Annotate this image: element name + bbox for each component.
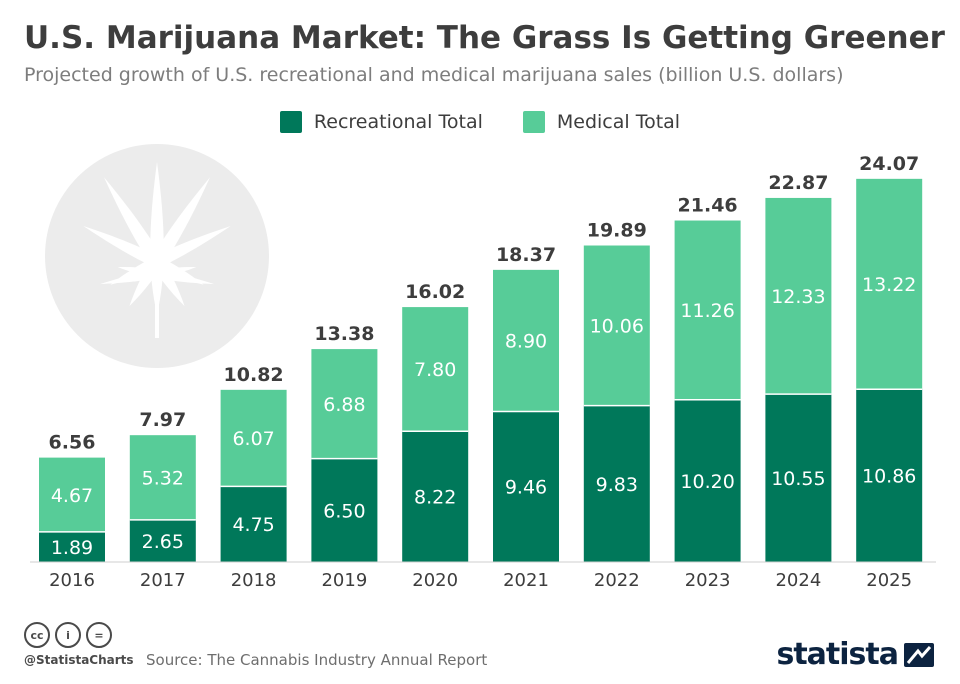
- bar-recreational-2020: [402, 431, 469, 562]
- total-label-2016: 6.56: [49, 432, 96, 454]
- legend-swatch-recreational: [279, 111, 302, 133]
- chart-title: U.S. Marijuana Market: The Grass Is Gett…: [24, 20, 945, 56]
- total-label-2024: 22.87: [768, 172, 828, 194]
- bar-recreational-2024: [765, 394, 832, 562]
- data-label-medical-2024: 12.33: [771, 286, 825, 308]
- legend-label-recreational: Recreational Total: [313, 111, 483, 133]
- data-label-recreational-2019: 6.50: [323, 500, 365, 522]
- legend-label-medical: Medical Total: [556, 111, 681, 133]
- total-label-2025: 24.07: [859, 153, 919, 175]
- bar-recreational-2025: [856, 389, 923, 562]
- x-tick-label-2022: 2022: [594, 570, 640, 591]
- data-label-medical-2022: 10.06: [590, 316, 644, 338]
- total-label-2018: 10.82: [224, 364, 284, 386]
- x-tick-label-2020: 2020: [412, 570, 458, 591]
- data-label-medical-2016: 4.67: [51, 485, 93, 507]
- legend-item-recreational: Recreational Total: [279, 111, 483, 133]
- bar-medical-2018: [220, 389, 287, 487]
- total-label-2023: 21.46: [678, 195, 738, 217]
- data-label-medical-2017: 5.32: [142, 468, 184, 490]
- bar-medical-2022: [583, 245, 650, 406]
- statista-logo: statista: [776, 637, 934, 672]
- chart-subtitle: Projected growth of U.S. recreational an…: [24, 64, 844, 86]
- statista-mark-icon: [904, 642, 934, 667]
- data-label-recreational-2025: 10.86: [862, 466, 916, 488]
- bars-layer: 1.89 4.67 6.56 2016 2.65 5.32 7.97 2017 4.75 6.07…: [39, 153, 923, 591]
- data-label-recreational-2020: 8.22: [414, 487, 456, 509]
- bar-recreational-2017: [129, 519, 196, 562]
- x-tick-label-2021: 2021: [503, 570, 549, 591]
- x-tick-label-2016: 2016: [49, 570, 95, 591]
- data-label-recreational-2022: 9.83: [596, 474, 638, 496]
- by-icon: i: [55, 622, 81, 648]
- data-label-medical-2023: 11.26: [680, 300, 734, 322]
- bar-medical-2021: [493, 269, 559, 412]
- twitter-handle: @StatistaCharts: [24, 653, 134, 667]
- x-tick-label-2024: 2024: [775, 570, 821, 591]
- bar-recreational-2021: [493, 411, 559, 562]
- bar-medical-2025: [856, 178, 923, 390]
- bar-recreational-2019: [311, 458, 378, 562]
- x-tick-label-2017: 2017: [140, 570, 186, 591]
- nd-icon: =: [86, 622, 112, 648]
- x-tick-label-2019: 2019: [321, 570, 367, 591]
- data-label-recreational-2018: 4.75: [232, 514, 274, 536]
- license-icons: cc i =: [24, 622, 112, 648]
- brand-text: statista: [776, 637, 899, 672]
- bar-medical-2019: [311, 349, 378, 459]
- bar-recreational-2016: [39, 531, 105, 562]
- stacked-bar-chart: 1.89 4.67 6.56 2016 2.65 5.32 7.97 2017 4.75 6.07…: [30, 144, 936, 591]
- bar-medical-2024: [765, 197, 832, 395]
- legend-swatch-medical: [522, 111, 545, 133]
- bar-recreational-2023: [674, 399, 741, 562]
- bar-medical-2020: [402, 307, 469, 432]
- bar-recreational-2018: [220, 486, 287, 562]
- x-tick-label-2018: 2018: [231, 570, 277, 591]
- data-label-medical-2018: 6.07: [232, 428, 274, 450]
- total-label-2017: 7.97: [139, 409, 186, 431]
- data-label-recreational-2021: 9.46: [505, 477, 547, 499]
- bar-medical-2017: [129, 435, 196, 520]
- data-label-medical-2025: 13.22: [862, 274, 916, 296]
- total-label-2019: 13.38: [314, 323, 374, 345]
- bar-recreational-2022: [583, 405, 650, 562]
- legend-item-medical: Medical Total: [522, 111, 681, 133]
- total-label-2020: 16.02: [405, 281, 465, 303]
- cc-icon: cc: [24, 622, 50, 648]
- data-label-medical-2020: 7.80: [414, 359, 456, 381]
- data-label-recreational-2024: 10.55: [771, 468, 825, 490]
- x-tick-label-2023: 2023: [685, 570, 731, 591]
- cannabis-leaf-watermark-icon: [45, 144, 269, 368]
- data-label-recreational-2023: 10.20: [680, 471, 734, 493]
- data-label-medical-2019: 6.88: [323, 394, 365, 416]
- total-label-2022: 19.89: [587, 220, 647, 242]
- source-text: Source: The Cannabis Industry Annual Rep…: [146, 651, 488, 669]
- data-label-recreational-2017: 2.65: [142, 531, 184, 553]
- bar-medical-2016: [39, 457, 105, 532]
- legend: Recreational Total Medical Total: [0, 111, 960, 133]
- data-label-medical-2021: 8.90: [505, 331, 547, 353]
- total-label-2021: 18.37: [496, 244, 556, 266]
- data-label-recreational-2016: 1.89: [51, 537, 93, 559]
- x-tick-label-2025: 2025: [866, 570, 912, 591]
- bar-medical-2023: [674, 220, 741, 400]
